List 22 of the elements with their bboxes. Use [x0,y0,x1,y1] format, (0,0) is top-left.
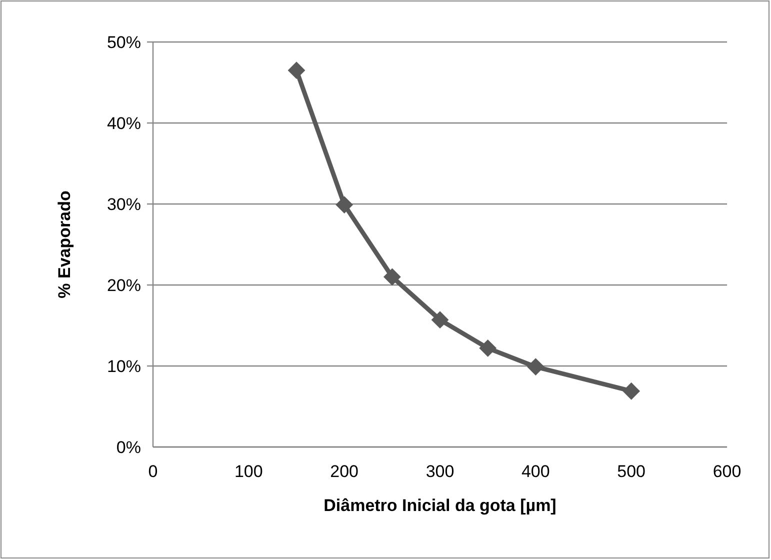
y-tick-label: 30% [106,194,141,214]
point [432,311,448,328]
point [288,62,305,79]
x-tick-label: 100 [234,462,263,481]
y-tick-label: 40% [106,114,141,133]
point [622,382,640,400]
y-axis-title: % Evaporado [55,190,74,298]
x-tick-label: 500 [617,462,646,481]
y-tick-label: 10% [106,356,141,376]
x-tick-label: 0 [148,462,158,481]
x-tick-label: 600 [712,462,742,481]
point [336,196,353,214]
point [527,358,544,376]
x-tick-label: 300 [426,462,454,481]
y-tick-label: 20% [106,276,141,295]
x-axis-title: Diâmetro Inicial da gota [µm] [324,496,556,515]
point [384,268,401,286]
x-tick-label: 200 [330,462,359,481]
y-tick-label: 50% [106,32,141,52]
x-tick-label: 400 [521,462,550,481]
point [479,340,496,357]
y-tick-label: 0% [116,438,141,457]
